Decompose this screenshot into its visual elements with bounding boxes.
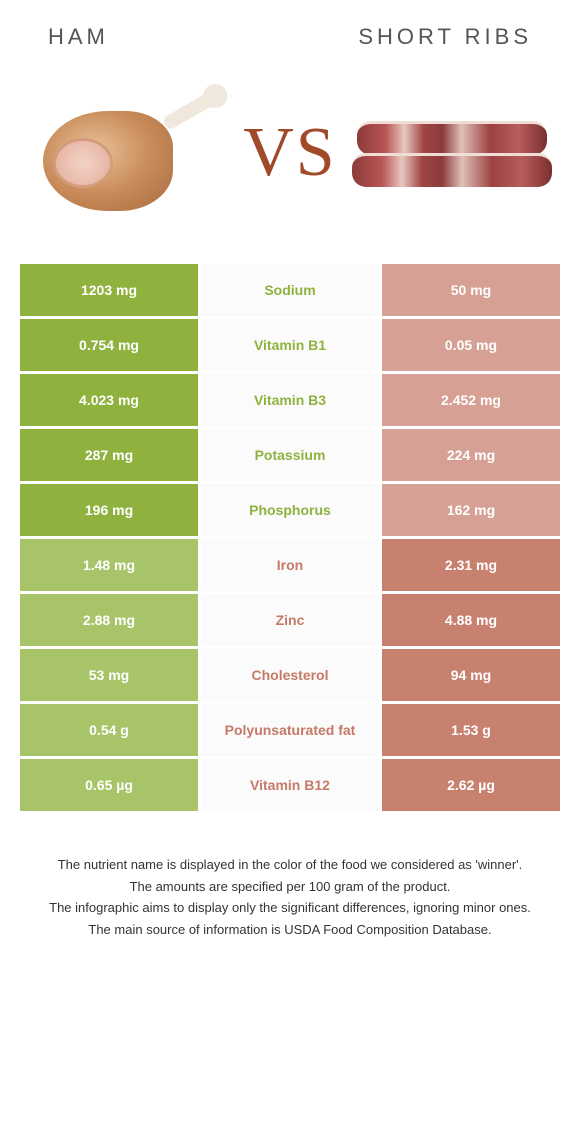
left-value-cell: 2.88 mg <box>20 594 198 646</box>
right-value-cell: 224 mg <box>382 429 560 481</box>
images-row: VS <box>20 78 560 228</box>
right-value-cell: 0.05 mg <box>382 319 560 371</box>
nutrient-label-cell: Potassium <box>201 429 379 481</box>
footer-notes: The nutrient name is displayed in the co… <box>20 855 560 939</box>
ribs-illustration <box>352 103 552 203</box>
table-row: 196 mgPhosphorus162 mg <box>20 484 560 536</box>
right-value-cell: 4.88 mg <box>382 594 560 646</box>
vs-label: VS <box>243 113 336 193</box>
left-value-cell: 196 mg <box>20 484 198 536</box>
comparison-table: 1203 mgSodium50 mg0.754 mgVitamin B10.05… <box>20 264 560 811</box>
right-food-title: SHORT RIBS <box>358 24 532 50</box>
left-food-title: HAM <box>48 24 109 50</box>
footer-line-4: The main source of information is USDA F… <box>26 920 554 940</box>
table-row: 53 mgCholesterol94 mg <box>20 649 560 701</box>
table-row: 2.88 mgZinc4.88 mg <box>20 594 560 646</box>
right-value-cell: 162 mg <box>382 484 560 536</box>
infographic-container: HAM SHORT RIBS VS 1203 mgSodium50 mg0.75… <box>0 0 580 965</box>
right-value-cell: 2.62 µg <box>382 759 560 811</box>
nutrient-label-cell: Vitamin B3 <box>201 374 379 426</box>
table-row: 1.48 mgIron2.31 mg <box>20 539 560 591</box>
nutrient-label-cell: Sodium <box>201 264 379 316</box>
left-value-cell: 1.48 mg <box>20 539 198 591</box>
left-value-cell: 0.65 µg <box>20 759 198 811</box>
footer-line-1: The nutrient name is displayed in the co… <box>26 855 554 875</box>
left-value-cell: 53 mg <box>20 649 198 701</box>
nutrient-label-cell: Vitamin B12 <box>201 759 379 811</box>
short-ribs-image <box>352 78 552 228</box>
nutrient-label-cell: Phosphorus <box>201 484 379 536</box>
table-row: 0.754 mgVitamin B10.05 mg <box>20 319 560 371</box>
header-row: HAM SHORT RIBS <box>20 24 560 50</box>
ham-illustration <box>43 93 213 213</box>
right-value-cell: 50 mg <box>382 264 560 316</box>
nutrient-label-cell: Vitamin B1 <box>201 319 379 371</box>
left-value-cell: 4.023 mg <box>20 374 198 426</box>
right-value-cell: 1.53 g <box>382 704 560 756</box>
left-value-cell: 1203 mg <box>20 264 198 316</box>
left-value-cell: 287 mg <box>20 429 198 481</box>
nutrient-label-cell: Polyunsaturated fat <box>201 704 379 756</box>
footer-line-2: The amounts are specified per 100 gram o… <box>26 877 554 897</box>
nutrient-label-cell: Iron <box>201 539 379 591</box>
footer-line-3: The infographic aims to display only the… <box>26 898 554 918</box>
table-row: 287 mgPotassium224 mg <box>20 429 560 481</box>
right-value-cell: 2.31 mg <box>382 539 560 591</box>
table-row: 4.023 mgVitamin B32.452 mg <box>20 374 560 426</box>
right-value-cell: 2.452 mg <box>382 374 560 426</box>
nutrient-label-cell: Cholesterol <box>201 649 379 701</box>
table-row: 0.54 gPolyunsaturated fat1.53 g <box>20 704 560 756</box>
nutrient-label-cell: Zinc <box>201 594 379 646</box>
table-row: 1203 mgSodium50 mg <box>20 264 560 316</box>
right-value-cell: 94 mg <box>382 649 560 701</box>
left-value-cell: 0.754 mg <box>20 319 198 371</box>
left-value-cell: 0.54 g <box>20 704 198 756</box>
table-row: 0.65 µgVitamin B122.62 µg <box>20 759 560 811</box>
ham-image <box>28 78 228 228</box>
